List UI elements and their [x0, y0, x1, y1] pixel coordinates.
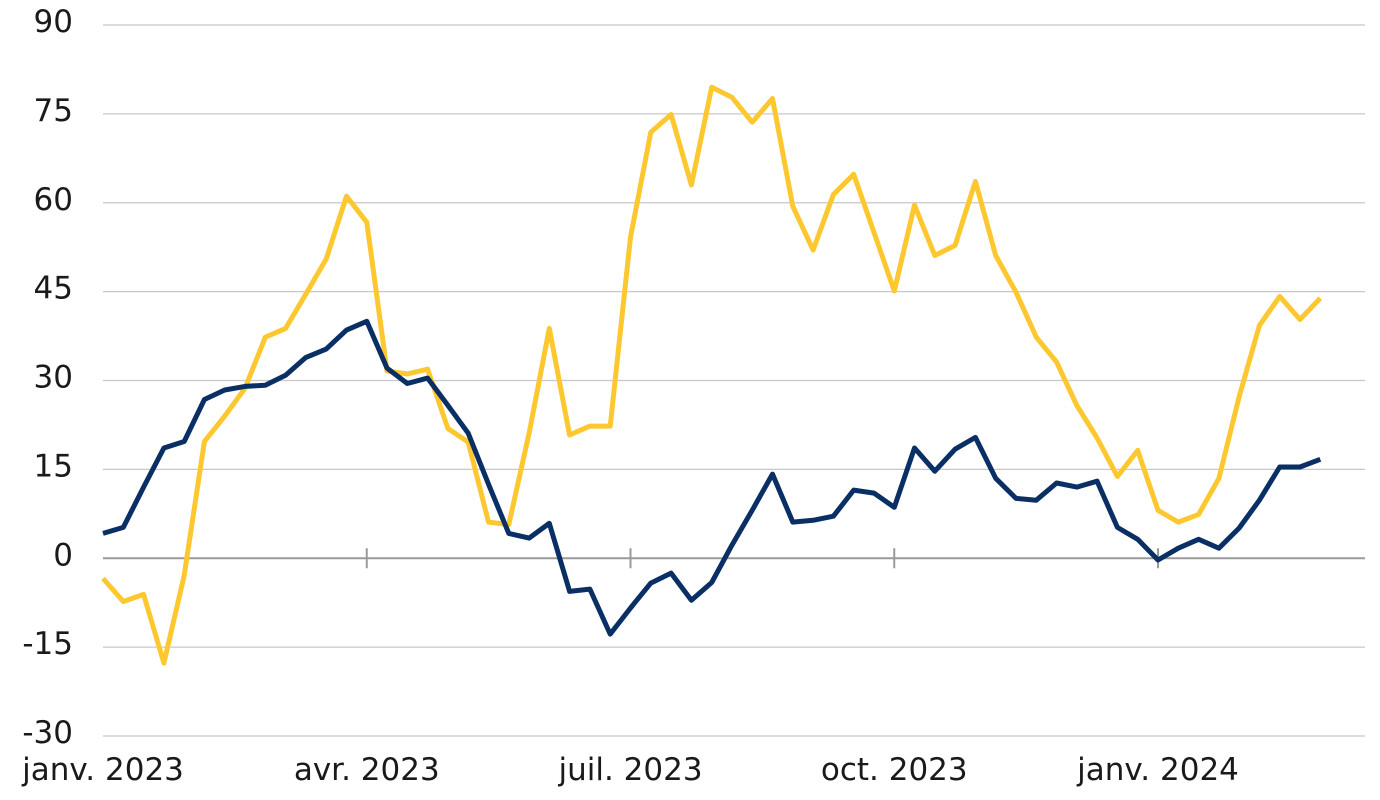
y-tick-label: 15 — [34, 448, 73, 484]
x-tick-label: juil. 2023 — [557, 752, 702, 788]
y-tick-label: 45 — [34, 271, 73, 307]
x-tick-label: janv. 2023 — [21, 752, 184, 788]
y-tick-label: 75 — [34, 93, 73, 129]
x-tick-label: janv. 2024 — [1076, 752, 1239, 788]
y-tick-label: 0 — [53, 537, 73, 573]
y-tick-label: -15 — [22, 626, 73, 662]
x-tick-label: oct. 2023 — [821, 752, 968, 788]
line-series — [101, 84, 1323, 666]
y-tick-label: -30 — [22, 715, 73, 751]
y-tick-label: 30 — [34, 360, 73, 396]
y-tick-label: 60 — [34, 182, 73, 218]
x-tick-label: avr. 2023 — [294, 752, 440, 788]
line-series — [102, 318, 1322, 637]
y-tick-label: 90 — [34, 4, 73, 40]
